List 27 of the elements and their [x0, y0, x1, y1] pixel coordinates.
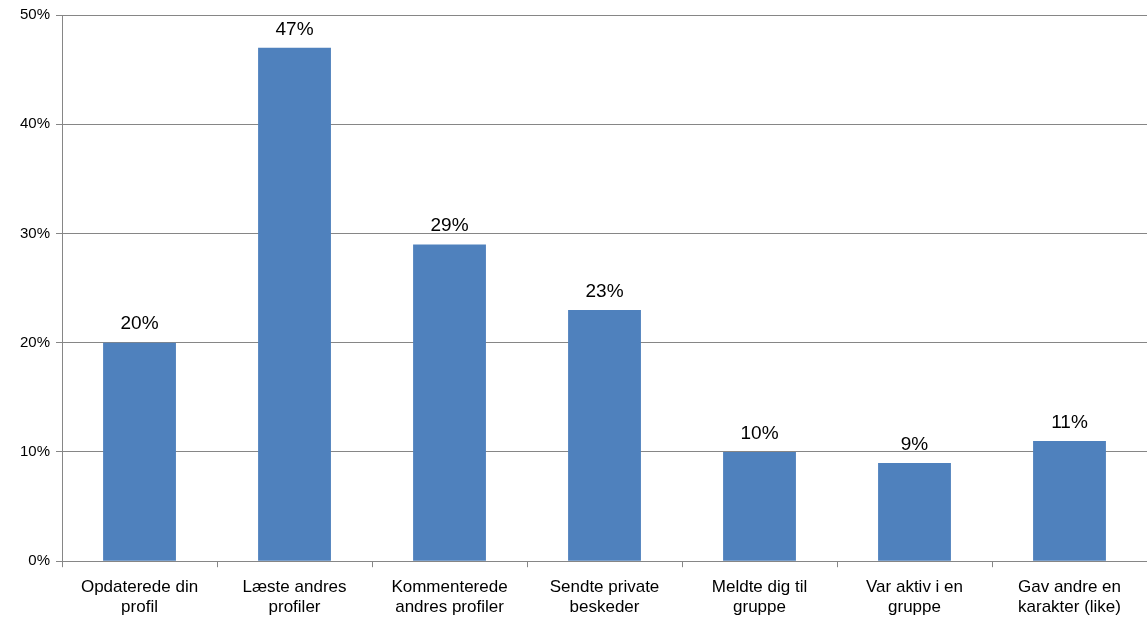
data-label: 23%	[585, 279, 624, 301]
data-label: 11%	[1051, 410, 1088, 432]
x-tick-label: Læste andres profiler	[242, 577, 347, 617]
y-tick-label: 50%	[19, 5, 51, 23]
data-label: 20%	[120, 312, 159, 334]
bar	[878, 462, 951, 561]
bar	[568, 309, 641, 561]
x-tick-label: Sendte private beskeder	[549, 577, 660, 617]
bar	[103, 342, 176, 561]
data-label: 47%	[275, 17, 314, 39]
x-tick-label: Meldte dig til gruppe	[711, 577, 808, 617]
data-label: 29%	[430, 214, 469, 236]
x-tick-label: Var aktiv i en gruppe	[866, 577, 964, 617]
bar	[413, 244, 486, 561]
data-label: 9%	[900, 432, 929, 454]
y-tick-label: 40%	[19, 114, 51, 132]
y-tick-label: 20%	[19, 332, 51, 350]
bar	[258, 47, 331, 561]
data-label: 10%	[740, 421, 779, 443]
x-tick-label: Opdaterede din profil	[80, 577, 199, 617]
y-tick-label: 10%	[19, 442, 51, 460]
bar	[723, 451, 796, 561]
y-tick-label: 30%	[19, 223, 51, 241]
x-tick-label: Gav andre en karakter (like)	[1017, 577, 1122, 617]
bar	[1033, 441, 1106, 561]
y-tick-label: 0%	[28, 551, 51, 569]
x-tick-label: Kommenterede andres profiler	[391, 577, 508, 617]
